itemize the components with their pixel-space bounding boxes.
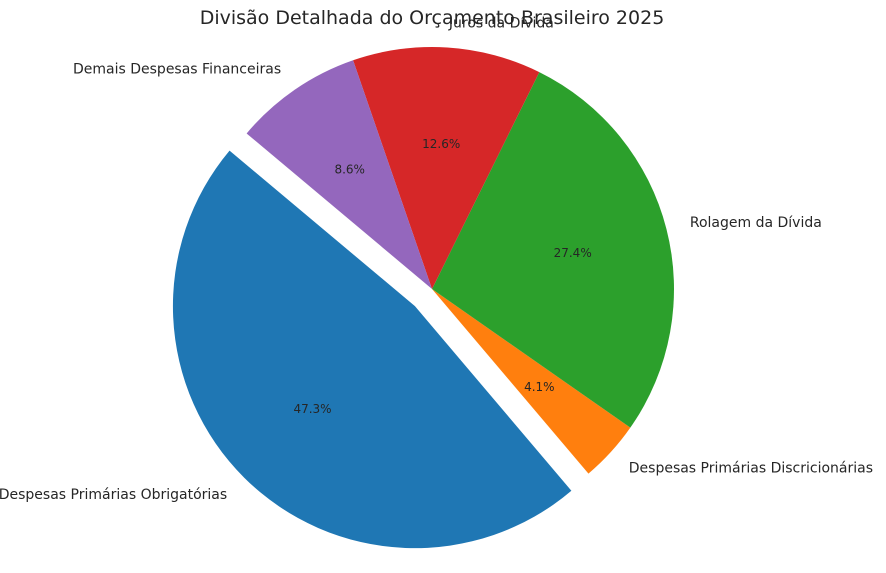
pct-label-juros-da-divida: 12.6% — [422, 137, 460, 151]
pie-slice-demais-despesas-financeiras — [246, 60, 432, 289]
pct-label-despesas-primarias-obrigatorias: 47.3% — [293, 402, 331, 416]
slice-label-juros-da-divida: Juros da Dívida — [448, 15, 554, 31]
slice-label-despesas-primarias-discricionarias: Despesas Primárias Discricionárias — [629, 460, 873, 476]
pie-labels: 47.3% Despesas Primárias Obrigatórias 4.1%… — [0, 15, 873, 503]
pct-label-despesas-primarias-discricionarias: 4.1% — [524, 380, 555, 394]
slice-label-despesas-primarias-obrigatorias: Despesas Primárias Obrigatórias — [0, 487, 227, 503]
pie-slices — [172, 47, 674, 549]
slice-label-demais-despesas-financeiras: Demais Despesas Financeiras — [73, 62, 281, 78]
chart-title: Divisão Detalhada do Orçamento Brasileir… — [200, 7, 665, 29]
pie-slice-juros-da-divida — [353, 47, 540, 289]
pct-label-demais-despesas-financeiras: 8.6% — [334, 162, 365, 176]
pie-slice-despesas-primarias-obrigatorias — [172, 150, 572, 549]
pie-slice-rolagem-da-divida — [432, 72, 674, 428]
pie-slice-despesas-primarias-discricionarias — [432, 289, 631, 474]
slice-label-rolagem-da-divida: Rolagem da Dívida — [690, 215, 822, 231]
pct-label-rolagem-da-divida: 27.4% — [554, 246, 592, 260]
